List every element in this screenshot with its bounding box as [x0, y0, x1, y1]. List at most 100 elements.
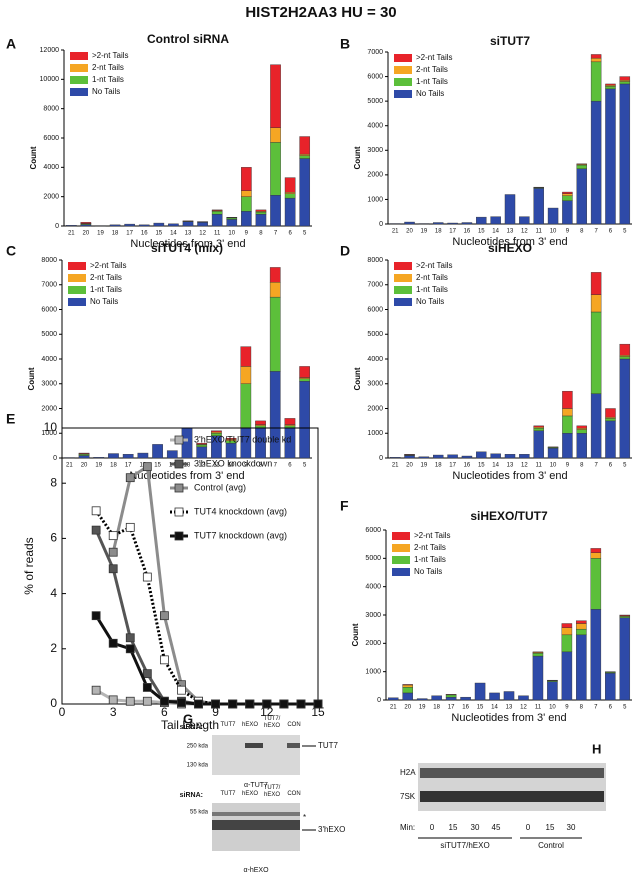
lane-label: TUT7/ hEXO	[263, 716, 281, 729]
bar-segment	[299, 378, 310, 382]
y-tick-label: 8000	[367, 257, 383, 264]
x-tick-label: 10	[228, 463, 235, 469]
point	[211, 699, 221, 709]
y-tick-label: 4000	[367, 356, 383, 363]
bar-segment	[226, 217, 238, 220]
y-axis-label: Count	[27, 367, 36, 390]
bar-segment	[576, 433, 587, 459]
y-tick-label: 6000	[43, 135, 59, 142]
x-tick-label: 11	[536, 463, 543, 469]
x-tick-label: 15	[311, 705, 325, 719]
x-tick-label: 12	[199, 231, 206, 237]
y-tick-label: 5000	[367, 98, 383, 105]
bar-segment	[241, 211, 252, 227]
legend-marker	[174, 459, 184, 469]
point	[142, 669, 152, 679]
bar-segment	[590, 54, 602, 59]
bar-segment	[402, 692, 413, 701]
x-tick-label: 8	[259, 463, 263, 469]
x-tick-label: 15	[477, 705, 484, 711]
y-tick-label: 5000	[367, 331, 383, 338]
bar-segment	[270, 64, 281, 128]
bar-segment	[476, 216, 487, 225]
bar-segment	[433, 454, 444, 459]
antibody-label: α-TUT7	[244, 782, 268, 789]
bar-segment	[503, 691, 515, 701]
x-tick-label: 18	[112, 231, 119, 237]
x-tick-label: 6	[609, 463, 613, 469]
bar-segment	[153, 222, 165, 227]
bar-segment	[460, 696, 471, 701]
bar-segment	[590, 548, 602, 553]
y-tick-label: 1000	[365, 669, 381, 676]
bar-segment	[284, 418, 296, 425]
group-label: Control	[538, 841, 564, 850]
bar-segment	[576, 634, 587, 701]
bar-segment	[197, 222, 208, 227]
time-label: 30	[471, 823, 480, 832]
chart-title: siHEXO/TUT7	[470, 509, 548, 523]
point	[279, 699, 289, 709]
row-label: H2A	[400, 768, 416, 777]
point	[125, 473, 135, 483]
x-axis-label: Tail Length	[161, 718, 219, 732]
point	[91, 611, 101, 621]
point	[142, 683, 152, 692]
bar-segment	[576, 164, 587, 169]
bar-segment	[547, 681, 558, 701]
lane-label: TUT7/ hEXO	[263, 785, 281, 798]
series-line	[94, 529, 318, 706]
point	[125, 696, 135, 706]
legend-label: 1-nt Tails	[92, 75, 124, 84]
bar-segment	[418, 456, 430, 459]
legend-swatch	[392, 568, 410, 576]
bar-segment	[211, 211, 223, 215]
chart-title: siTUT7	[490, 34, 530, 48]
point	[159, 611, 169, 621]
bar-segment	[269, 267, 281, 283]
x-tick-label: 7	[594, 463, 598, 469]
x-tick-label: 16	[141, 231, 148, 237]
bar-segment	[255, 209, 267, 212]
x-tick-label: 9	[566, 463, 570, 469]
legend-swatch	[394, 78, 412, 86]
legend-label: >2-nt Tails	[416, 261, 453, 270]
y-tick-label: 0	[53, 455, 57, 462]
x-tick-label: 16	[464, 463, 471, 469]
x-tick-label: 20	[83, 231, 90, 237]
bar-segment	[561, 634, 573, 653]
x-tick-label: 5	[303, 463, 307, 469]
bar-segment	[196, 442, 208, 445]
x-tick-label: 17	[449, 229, 456, 235]
panel-letter: E	[6, 411, 15, 427]
panel-letter: D	[340, 243, 350, 259]
y-axis-label: Count	[353, 146, 362, 169]
bar-segment	[576, 623, 587, 630]
bar-segment	[182, 221, 194, 227]
x-tick-label: 19	[419, 705, 426, 711]
x-tick-label: 17	[126, 231, 133, 237]
bar-segment	[284, 193, 296, 199]
y-tick-label: 3000	[367, 381, 383, 388]
bar-segment	[562, 408, 573, 417]
bar-segment	[562, 195, 573, 201]
bar-segment	[80, 222, 92, 224]
x-tick-label: 0	[59, 705, 66, 719]
y-tick-label: 1000	[367, 430, 383, 437]
y-tick-label: 6000	[41, 306, 57, 313]
bar-segment	[166, 450, 178, 459]
x-tick-label: 16	[462, 705, 469, 711]
bar-segment	[387, 697, 399, 701]
bar-segment	[240, 383, 252, 429]
panel-letter: C	[6, 243, 16, 259]
x-tick-label: 13	[507, 463, 514, 469]
panel-letter: H	[592, 741, 601, 756]
x-tick-label: 11	[214, 231, 221, 237]
x-tick-label: 18	[435, 463, 442, 469]
bar-segment	[590, 57, 602, 63]
y-tick-label: 2000	[365, 640, 381, 647]
bar-segment	[561, 627, 573, 636]
legend-label: 1-nt Tails	[416, 285, 448, 294]
point	[91, 525, 101, 535]
